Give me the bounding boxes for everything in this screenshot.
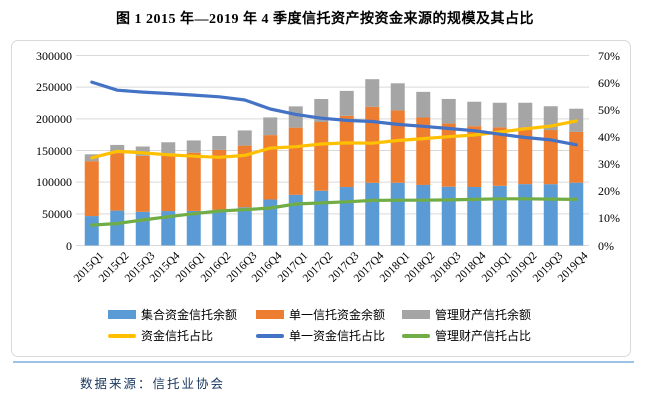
legend-item: 集合资金信托余额 bbox=[108, 308, 256, 322]
bar-segment bbox=[492, 102, 507, 128]
legend-label: 单一信托资金余额 bbox=[289, 308, 386, 322]
bar-segment bbox=[186, 152, 201, 211]
right-axis-tick-label: 40% bbox=[598, 129, 620, 144]
left-axis-tick-label: 300000 bbox=[36, 48, 72, 63]
bar-segment bbox=[314, 190, 329, 246]
legend-bar-swatch-icon bbox=[256, 310, 284, 319]
bar-segment bbox=[212, 149, 227, 210]
bar-segment bbox=[237, 130, 252, 146]
right-axis-tick-label: 20% bbox=[598, 184, 620, 199]
bar-segment bbox=[569, 131, 584, 183]
bar-segment bbox=[161, 211, 176, 246]
bar-segment bbox=[263, 117, 278, 136]
data-source-text: 数据来源：信托业协会 bbox=[80, 377, 226, 391]
bar-segment bbox=[416, 117, 431, 185]
bar-segment bbox=[416, 91, 431, 118]
bar-segment bbox=[467, 101, 482, 127]
bar-segment bbox=[543, 130, 558, 185]
bar-segment bbox=[518, 184, 533, 246]
right-axis-tick-label: 60% bbox=[598, 75, 620, 90]
bar-segment bbox=[263, 135, 278, 200]
bar-segment bbox=[237, 207, 252, 246]
bar-segment bbox=[237, 145, 252, 208]
right-axis-tick-label: 30% bbox=[598, 157, 620, 172]
bar-segment bbox=[212, 136, 227, 150]
bar-segment bbox=[441, 98, 456, 124]
bar-segment bbox=[365, 182, 380, 246]
bar-segment bbox=[467, 186, 482, 246]
bar-segment bbox=[161, 153, 176, 212]
bar-segment bbox=[84, 161, 99, 217]
bar-segment bbox=[390, 182, 405, 246]
legend-line-swatch-icon bbox=[402, 333, 430, 338]
legend-label: 资金信托占比 bbox=[141, 329, 214, 343]
legend-item: 管理财产信托占比 bbox=[402, 329, 578, 343]
legend-item: 单一信托资金余额 bbox=[256, 308, 402, 322]
bar-segment bbox=[110, 210, 125, 246]
right-axis-tick-label: 50% bbox=[598, 102, 620, 117]
legend-item: 单一资金信托占比 bbox=[256, 329, 402, 343]
left-axis-tick-label: 200000 bbox=[36, 111, 72, 126]
bar-segment bbox=[492, 185, 507, 246]
pct-line bbox=[90, 197, 578, 227]
pct-line bbox=[90, 80, 578, 147]
right-axis-tick-label: 0% bbox=[598, 238, 614, 253]
bar-segment bbox=[135, 146, 150, 156]
left-axis-tick-label: 100000 bbox=[36, 175, 72, 190]
legend-bar-swatch-icon bbox=[108, 310, 136, 319]
bar-segment bbox=[84, 216, 99, 246]
bar-segment bbox=[365, 79, 380, 107]
left-axis-tick-label: 0 bbox=[66, 238, 72, 253]
right-axis-tick-label: 10% bbox=[598, 211, 620, 226]
bar-segment bbox=[339, 90, 354, 116]
bar-segment bbox=[569, 182, 584, 246]
bar-segment bbox=[416, 184, 431, 246]
bar-segment bbox=[135, 155, 150, 212]
chart-frame: 300000 250000 200000 150000 100000 50000 0 70% 6… bbox=[11, 40, 631, 357]
legend: 集合资金信托余额 单一信托资金余额 管理财产信托余额资金信托占比 单一资金信托占比 管理… bbox=[108, 308, 578, 343]
legend-item: 管理财产信托余额 bbox=[402, 308, 578, 322]
plot-svg bbox=[76, 55, 589, 246]
bar-segment bbox=[161, 142, 176, 154]
bar-segment bbox=[339, 187, 354, 246]
legend-line-swatch-icon bbox=[256, 333, 284, 338]
bar-segment bbox=[186, 210, 201, 246]
bar-segment bbox=[110, 144, 125, 154]
bar-segment bbox=[543, 184, 558, 246]
legend-item: 资金信托占比 bbox=[108, 329, 256, 343]
bar-segment bbox=[518, 102, 533, 128]
right-axis-tick-label: 70% bbox=[598, 48, 620, 63]
bar-segment bbox=[441, 186, 456, 246]
bar-segment bbox=[314, 122, 329, 191]
bar-segment bbox=[518, 127, 533, 185]
bar-segment bbox=[288, 194, 303, 246]
bar-segment bbox=[135, 211, 150, 246]
left-axis-tick-label: 50000 bbox=[42, 206, 72, 221]
bar-segment bbox=[186, 140, 201, 153]
bar-segment bbox=[492, 127, 507, 186]
figure-title: 图 1 2015 年—2019 年 4 季度信托资产按资金来源的规模及其占比 bbox=[116, 12, 534, 27]
bar-segment bbox=[390, 110, 405, 183]
legend-label: 管理财产信托余额 bbox=[435, 308, 532, 322]
divider-line bbox=[13, 361, 634, 363]
bar-segment bbox=[441, 123, 456, 187]
bar-segment bbox=[263, 199, 278, 246]
legend-bar-swatch-icon bbox=[402, 310, 430, 319]
bar-segment bbox=[110, 153, 125, 211]
legend-label: 集合资金信托余额 bbox=[141, 308, 238, 322]
bar-segment bbox=[390, 83, 405, 111]
left-axis-tick-label: 150000 bbox=[36, 143, 72, 158]
bar-segment bbox=[339, 115, 354, 188]
bar-segment bbox=[467, 126, 482, 187]
bar-segment bbox=[365, 106, 380, 183]
left-axis-tick-label: 250000 bbox=[36, 80, 72, 95]
bar-segment bbox=[288, 106, 303, 128]
legend-label: 单一资金信托占比 bbox=[289, 329, 386, 343]
bar-segment bbox=[212, 209, 227, 246]
legend-line-swatch-icon bbox=[108, 333, 136, 338]
bar-segment bbox=[288, 127, 303, 195]
legend-label: 管理财产信托占比 bbox=[435, 329, 532, 343]
